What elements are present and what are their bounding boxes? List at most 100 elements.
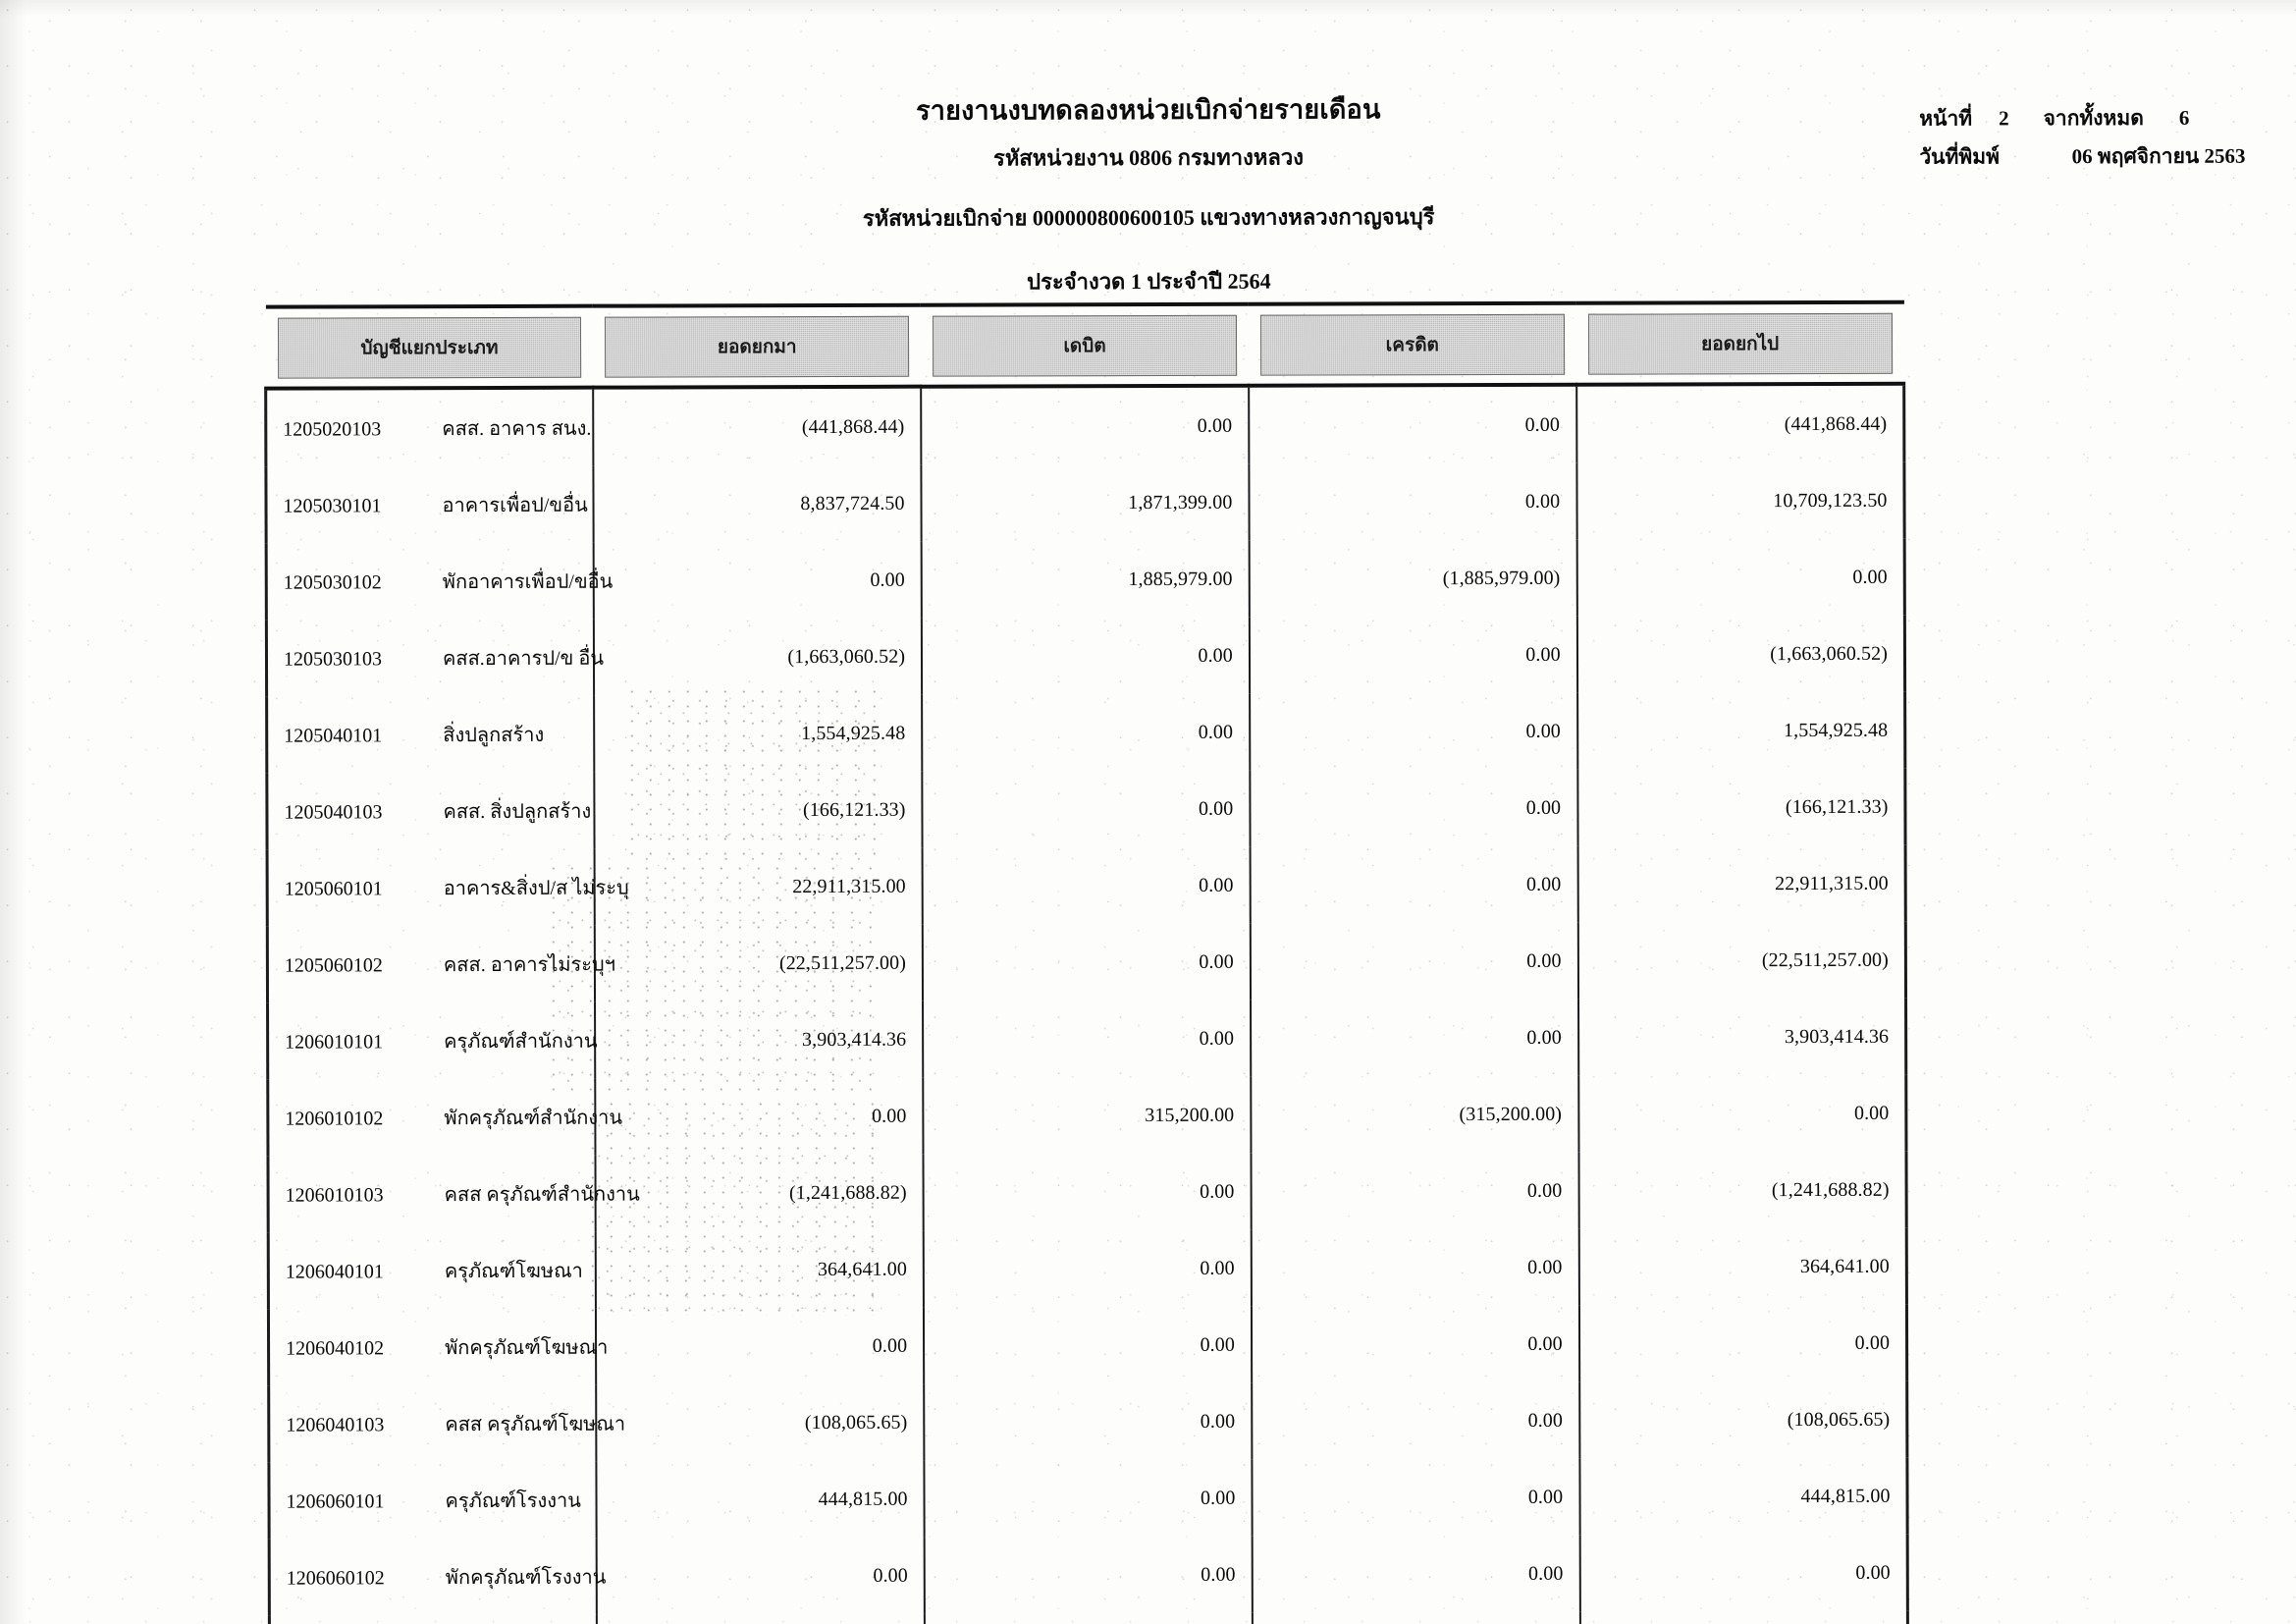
- cell-account: 1205030102 พักอาคารเพื่อป/ขอื่น: [266, 542, 613, 621]
- table-row: 1206060102 พักครุภัณฑ์โรงงาน 0.00 0.00 0.00 0…: [269, 1534, 1908, 1616]
- cell-carried-forward: 1,554,925.48: [1576, 691, 1905, 770]
- cell-brought-forward: 0.00: [596, 1307, 925, 1385]
- cell-debit: 0.00: [924, 1306, 1253, 1384]
- cell-debit: 0.00: [921, 617, 1250, 695]
- cell-brought-forward: 0.00: [593, 541, 922, 620]
- cell-credit: 0.00: [1250, 769, 1578, 847]
- cell-brought-forward: (441,868.44): [593, 386, 922, 466]
- account-code: 1205030101: [283, 495, 382, 517]
- table-row: 1205060102 คสส. อาคารไม่ระบุฯ (22,511,257.…: [267, 921, 1906, 1003]
- column-header-debit-label: เดบิต: [933, 314, 1238, 377]
- cell-brought-forward: 3,903,414.36: [595, 1001, 924, 1079]
- account-name: สิ่งปลูกสร้าง: [443, 724, 545, 747]
- cell-credit: 0.00: [1249, 616, 1577, 694]
- cell-carried-forward: 0.00: [1578, 1304, 1907, 1382]
- cell-credit: 0.00: [1250, 845, 1578, 924]
- table-row: 1206010101 ครุภัณฑ์สำนักงาน 3,903,414.36 0.…: [267, 998, 1906, 1080]
- account-name: ครุภัณฑ์โฆษณา: [444, 1260, 583, 1283]
- column-header-carried-forward-label: ยอดยกไป: [1587, 312, 1893, 375]
- page-label: หน้าที่: [1919, 106, 1973, 131]
- account-code: 1205060101: [284, 878, 383, 900]
- cell-brought-forward: 0.00: [595, 1077, 924, 1156]
- cell-account: 1206060101 ครุภัณฑ์โรงงาน: [268, 1461, 597, 1540]
- cell-debit: 0.00: [924, 1382, 1253, 1461]
- cell-credit: 0.00: [1251, 1152, 1579, 1230]
- account-name: คสส. อาคารไม่ระบุฯ: [443, 953, 615, 977]
- cell-account: 1205060101 อาคาร&สิ่งป/ส ไม่ระบุ: [267, 848, 629, 927]
- print-date-label: วันที่พิมพ์: [1919, 144, 2000, 169]
- account-name: อาคารเพื่อป/ขอื่น: [442, 494, 588, 517]
- cell-credit: 0.00: [1250, 922, 1578, 1001]
- cell-credit: 0.00: [1249, 462, 1577, 541]
- cell-brought-forward: 22,911,315.00: [594, 847, 923, 926]
- table-row: 1206060101 ครุภัณฑ์โรงงาน 444,815.00 0.00 0.…: [268, 1457, 1908, 1540]
- table-row: 1206040102 พักครุภัณฑ์โฆษณา 0.00 0.00 0.00 0.…: [268, 1304, 1907, 1386]
- cell-account: 1206010103 คสส ครุภัณฑ์สำนักงาน: [267, 1155, 640, 1233]
- cell-debit: 0.00: [922, 923, 1251, 1001]
- cell-account: 1205030103 คสส.อาคารป/ข อื่น: [266, 619, 604, 697]
- cell-debit: 0.00: [924, 1612, 1253, 1624]
- cell-carried-forward: (22,511,257.00): [1577, 921, 1906, 1000]
- cell-credit: 0.00: [1249, 692, 1578, 771]
- account-name: คสส ครุภัณฑ์สำนักงาน: [444, 1183, 640, 1207]
- cell-carried-forward: 0.00: [1576, 538, 1905, 617]
- account-code: 1205020103: [283, 418, 382, 441]
- cell-credit: (315,200.00): [1251, 1075, 1579, 1154]
- cell-credit: 0.00: [1250, 999, 1578, 1077]
- cell-credit: 0.00: [1251, 1305, 1579, 1383]
- account-name: พักครุภัณฑ์โฆษณา: [445, 1336, 609, 1360]
- table-row: 1205030103 คสส.อาคารป/ข อื่น (1,663,060.52…: [266, 615, 1905, 697]
- account-name: พักครุภัณฑ์สำนักงาน: [444, 1107, 623, 1130]
- column-header-brought-forward-label: ยอดยกมา: [605, 315, 910, 378]
- account-code: 1205040101: [284, 725, 383, 747]
- account-name: คสส ครุภัณฑ์โฆษณา: [445, 1413, 626, 1436]
- cell-brought-forward: (108,065.65): [596, 1383, 925, 1462]
- column-header-brought-forward: ยอดยกมา: [593, 307, 921, 386]
- table-row: 1206010102 พักครุภัณฑ์สำนักงาน 0.00 315,200…: [267, 1074, 1906, 1157]
- table-row: 1205020103 คสส. อาคาร สนง. (441,868.44) 0.0…: [265, 383, 1904, 467]
- cell-brought-forward: 0.00: [596, 1537, 925, 1615]
- cell-debit: 0.00: [923, 1153, 1252, 1231]
- table-header-row: บัญชีแยกประเภท ยอดยกมา เดบิต เครดิต ยอดย: [265, 304, 1903, 387]
- column-header-credit-label: เครดิต: [1259, 313, 1565, 376]
- cell-debit: 1,885,979.00: [921, 540, 1250, 619]
- table-row: 1205040101 สิ่งปลูกสร้าง 1,554,925.48 0.00 0…: [266, 691, 1905, 774]
- cell-carried-forward: 364,641.00: [1578, 1227, 1907, 1306]
- cell-debit: 0.00: [922, 770, 1251, 848]
- account-code: 1205030102: [283, 571, 382, 594]
- account-name: คสส.อาคารป/ข อื่น: [442, 647, 605, 671]
- table-row: 1206040103 คสส ครุภัณฑ์โฆษณา (108,065.65) 0…: [268, 1380, 1907, 1463]
- cell-account: 1205060102 คสส. อาคารไม่ระบุฯ: [267, 925, 615, 1003]
- column-header-account-label: บัญชีแยกประเภท: [277, 316, 582, 379]
- cell-debit: 1,871,399.00: [921, 463, 1250, 542]
- cell-brought-forward: 1,554,925.48: [594, 694, 923, 773]
- cell-account: 1206010102 พักครุภัณฑ์สำนักงาน: [267, 1078, 622, 1157]
- table-row: 1206010103 คสส ครุภัณฑ์สำนักงาน (1,241,688…: [267, 1151, 1907, 1233]
- cell-account: 1205030101 อาคารเพื่อป/ขอื่น: [265, 465, 594, 544]
- account-name: คสส. อาคาร สนง.: [442, 417, 592, 441]
- account-code: 1206010101: [285, 1031, 384, 1054]
- column-header-account: บัญชีแยกประเภท: [265, 308, 593, 387]
- total-label: จากทั้งหมด: [2043, 105, 2144, 131]
- cell-account: 1206040102 พักครุภัณฑ์โฆษณา: [268, 1308, 608, 1386]
- cell-brought-forward: (166,121.33): [594, 771, 923, 849]
- column-header-carried-forward: ยอดยกไป: [1576, 304, 1904, 383]
- cell-debit: 315,200.00: [923, 1076, 1252, 1155]
- account-code: 1206040101: [285, 1261, 384, 1283]
- account-name: อาคาร&สิ่งป/ส ไม่ระบุ: [443, 877, 629, 900]
- account-code: 1206040102: [286, 1337, 385, 1360]
- cell-carried-forward: (1,241,688.82): [1578, 1151, 1907, 1229]
- account-code: 1205060102: [284, 954, 383, 977]
- table-head: บัญชีแยกประเภท ยอดยกมา เดบิต เครดิต ยอดย: [265, 301, 1904, 389]
- account-name: พักครุภัณฑ์โรงงาน: [445, 1566, 607, 1590]
- column-header-credit: เครดิต: [1249, 305, 1576, 384]
- account-code: 1206060102: [286, 1567, 385, 1590]
- cell-carried-forward: (136,314.78): [1579, 1610, 1908, 1624]
- cell-brought-forward: (1,241,688.82): [595, 1154, 924, 1232]
- cell-credit: 0.00: [1249, 384, 1577, 464]
- cell-debit: 0.00: [923, 1229, 1252, 1308]
- account-code: 1206060101: [286, 1490, 385, 1513]
- cell-carried-forward: 0.00: [1577, 1074, 1906, 1153]
- cell-brought-forward: 8,837,724.50: [593, 464, 922, 543]
